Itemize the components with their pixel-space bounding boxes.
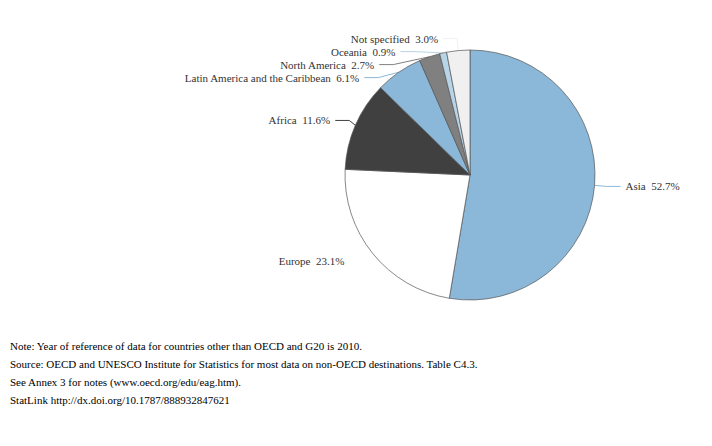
svg-text:Source: OECD and UNESCO Instit: Source: OECD and UNESCO Institute for St… [10, 358, 478, 370]
svg-text:Latin America and the Caribbea: Latin America and the Caribbean 6.1% [185, 72, 359, 84]
svg-text:See Annex 3 for notes (www.oec: See Annex 3 for notes (www.oecd.org/edu/… [10, 376, 241, 389]
svg-text:Note: Year of reference of dat: Note: Year of reference of data for coun… [10, 340, 362, 352]
svg-text:Africa 11.6%: Africa 11.6% [269, 114, 331, 126]
svg-text:Oceania 0.9%: Oceania 0.9% [331, 46, 395, 58]
svg-text:Asia 52.7%: Asia 52.7% [626, 180, 680, 192]
svg-text:North America 2.7%: North America 2.7% [280, 59, 374, 71]
svg-text:Europe 23.1%: Europe 23.1% [279, 255, 345, 267]
svg-text:StatLink http://dx.doi.org/10.: StatLink http://dx.doi.org/10.1787/88893… [10, 394, 230, 406]
svg-text:Not specified 3.0%: Not specified 3.0% [351, 33, 438, 45]
